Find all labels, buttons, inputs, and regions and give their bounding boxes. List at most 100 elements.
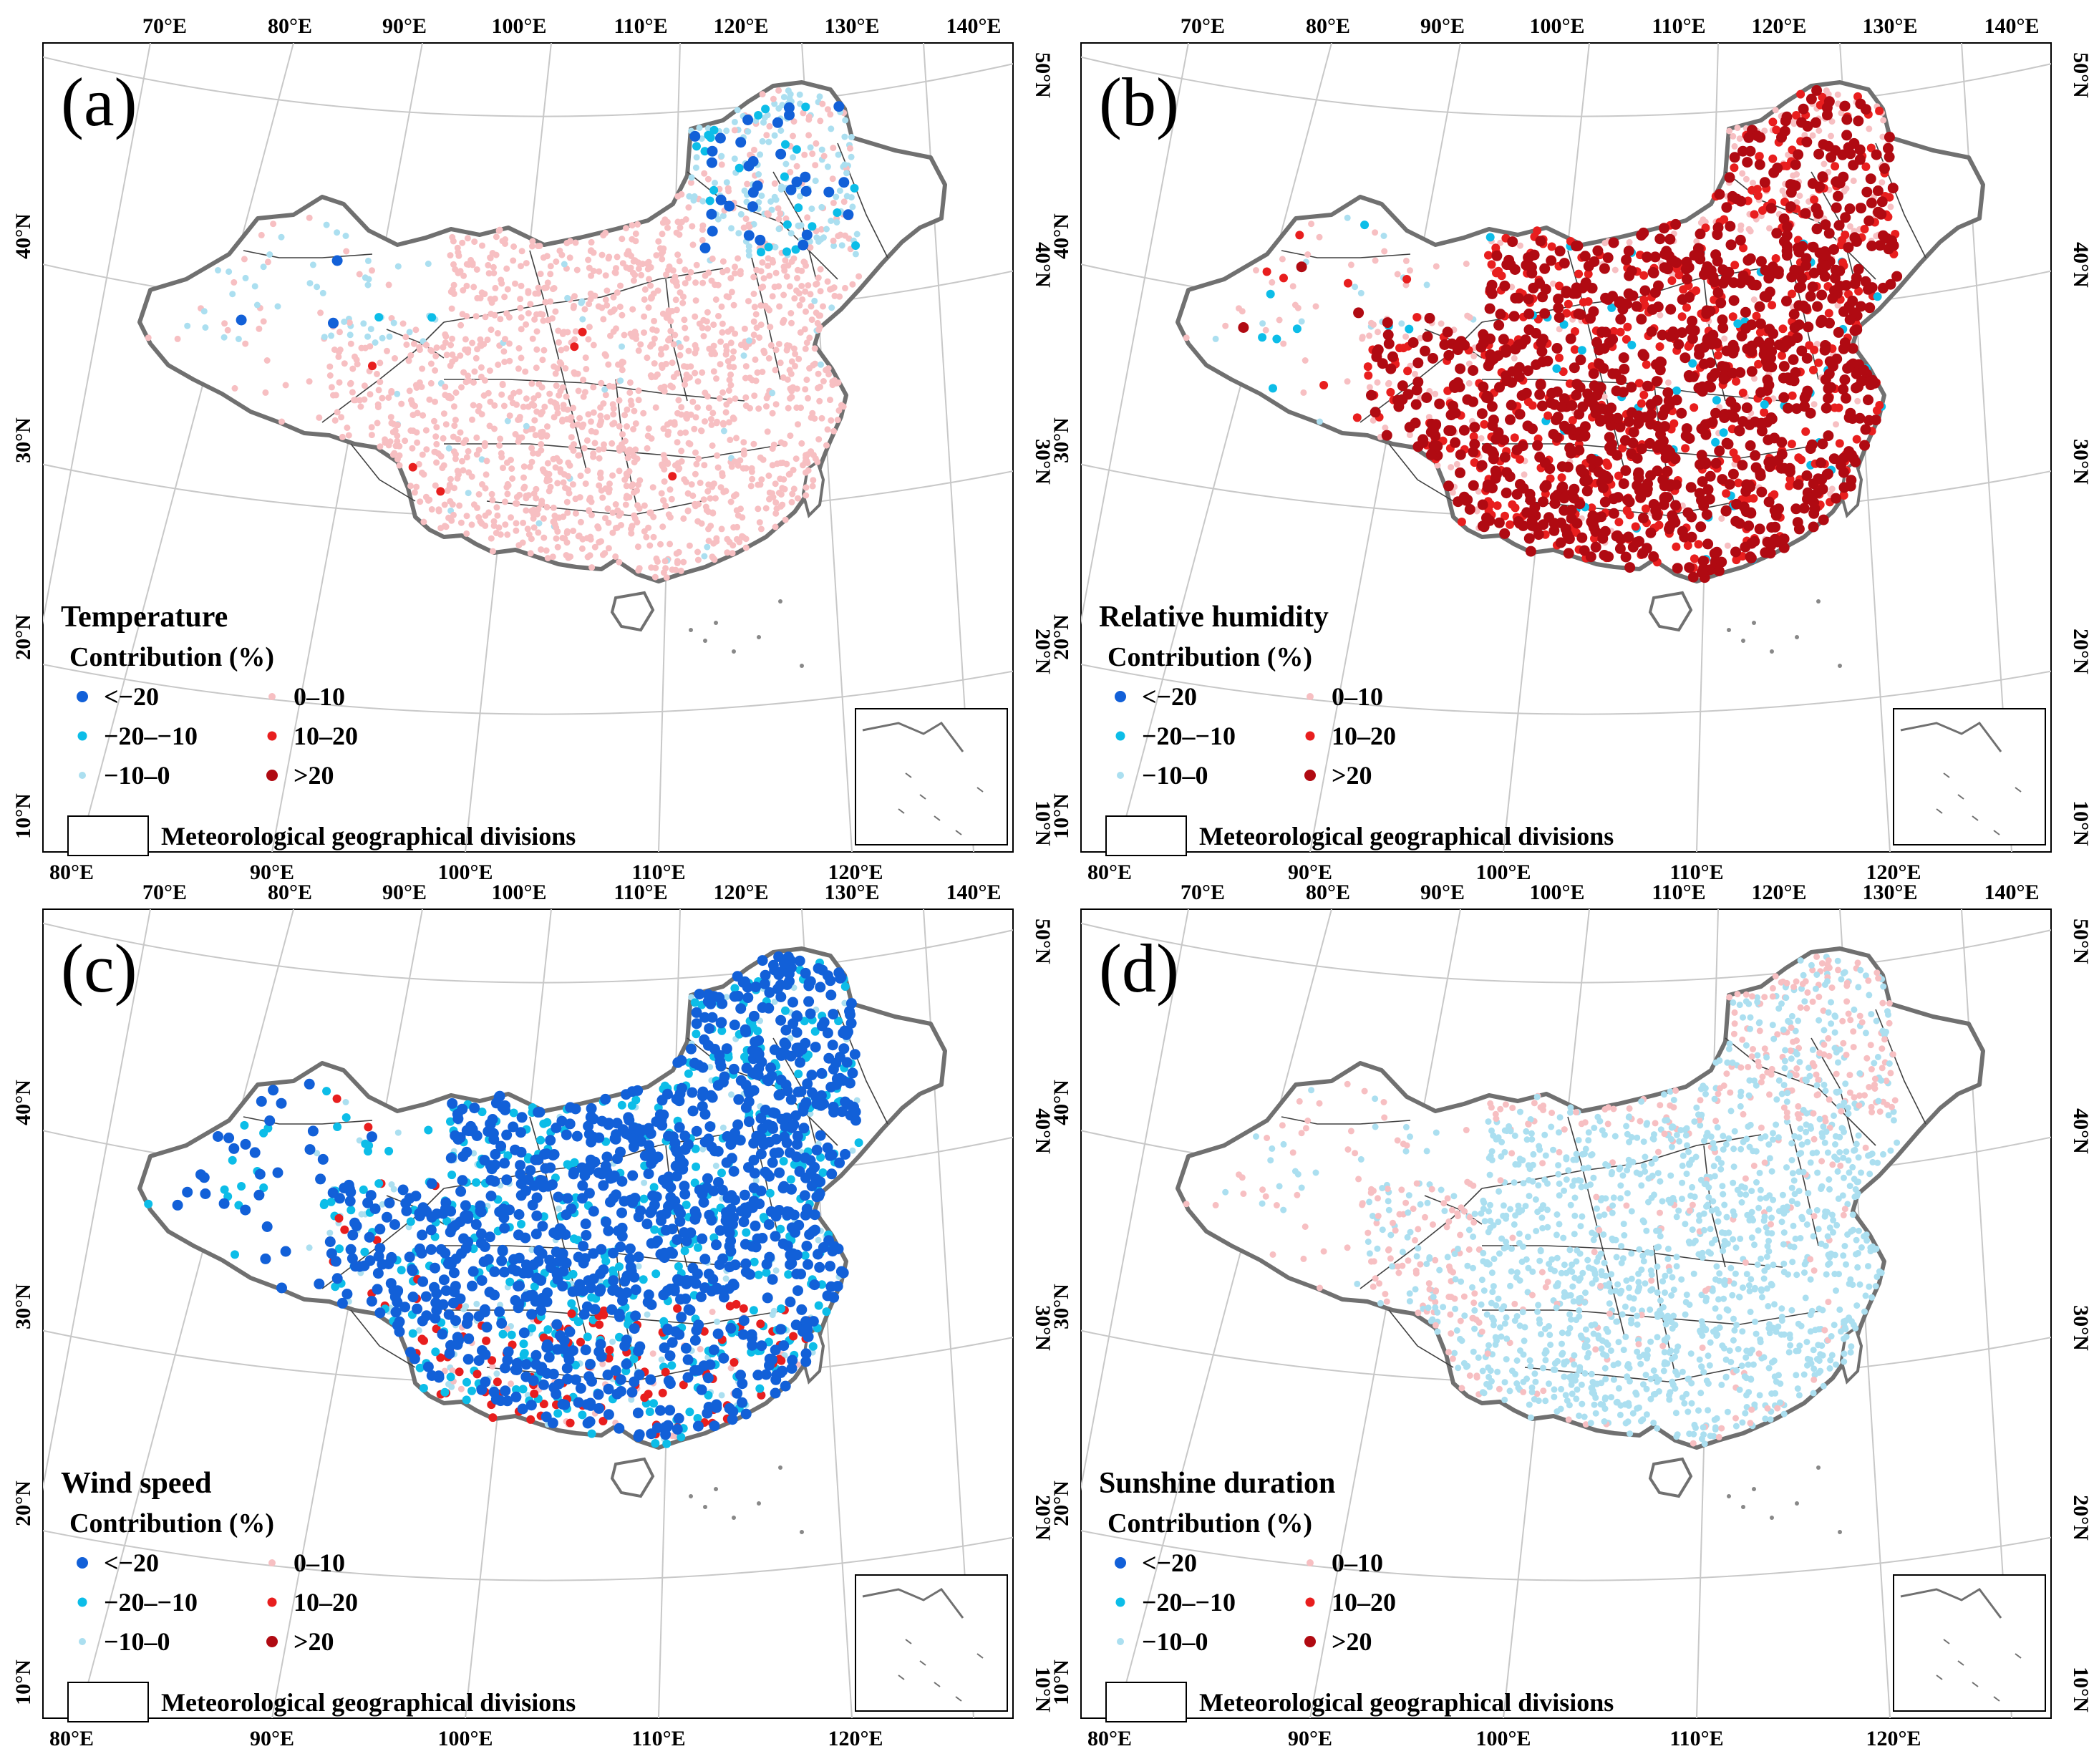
- station-dot: [504, 531, 511, 538]
- station-dot: [543, 503, 551, 510]
- station-dot: [1470, 458, 1479, 467]
- station-dot: [801, 151, 808, 158]
- station-dot: [780, 316, 787, 324]
- station-dot: [678, 404, 685, 411]
- station-dot: [1498, 334, 1509, 345]
- station-dot: [629, 269, 636, 276]
- station-dot: [447, 1171, 457, 1180]
- station-dot: [1618, 352, 1629, 364]
- station-dot: [714, 281, 722, 289]
- station-dot: [1662, 465, 1673, 477]
- station-dot: [786, 1175, 795, 1184]
- station-dot: [761, 349, 768, 357]
- station-dot: [1537, 291, 1548, 303]
- station-dot: [820, 378, 827, 384]
- station-dot: [229, 291, 236, 298]
- right-lat-tick: 40°N: [1031, 242, 1055, 288]
- station-dot: [472, 313, 480, 320]
- station-dot: [1530, 328, 1541, 339]
- station-dot: [805, 394, 811, 402]
- station-dot: [724, 328, 732, 335]
- station-dot: [1731, 142, 1738, 150]
- station-dot: [282, 382, 289, 389]
- station-dot: [737, 268, 744, 275]
- station-dot: [720, 427, 727, 435]
- station-dot: [270, 220, 277, 228]
- station-dot: [1598, 483, 1609, 493]
- station-dot: [427, 379, 435, 387]
- station-dot: [341, 1113, 351, 1122]
- station-dot: [1823, 140, 1834, 152]
- station-dot: [1813, 208, 1824, 219]
- right-lat-tick: 30°N: [2069, 439, 2093, 485]
- station-dot: [1818, 514, 1829, 525]
- station-dot: [387, 438, 394, 445]
- station-dot: [661, 478, 668, 485]
- station-dot: [1808, 508, 1820, 519]
- station-dot: [563, 1160, 572, 1169]
- station-dot: [266, 251, 273, 258]
- station-dot: [828, 218, 835, 224]
- station-dot: [406, 1217, 415, 1226]
- station-dot: [610, 411, 617, 418]
- station-dot: [588, 238, 595, 246]
- bottom-lon-tick: 110°E: [1669, 861, 1723, 884]
- station-dot: [1344, 278, 1352, 288]
- station-dot: [1867, 374, 1879, 386]
- station-dot: [563, 345, 570, 352]
- station-dot: [709, 1309, 716, 1315]
- station-dot: [765, 255, 772, 262]
- station-dot: [1546, 255, 1557, 266]
- station-dot: [560, 479, 567, 486]
- station-dot: [469, 416, 475, 423]
- station-dot: [1292, 324, 1302, 334]
- station-dot: [442, 331, 449, 338]
- station-dot: [717, 484, 724, 491]
- station-dot: [1801, 353, 1813, 364]
- station-dot: [617, 510, 624, 517]
- station-dot: [475, 514, 483, 520]
- station-dot: [743, 198, 750, 205]
- division-legend-swatch: [1105, 815, 1187, 856]
- station-dot: [1724, 172, 1735, 183]
- station-dot: [791, 295, 798, 302]
- station-dot: [481, 442, 488, 450]
- station-dot: [505, 482, 512, 489]
- station-dot: [1599, 263, 1610, 274]
- station-dot: [488, 326, 495, 334]
- station-dot: [1634, 379, 1644, 388]
- station-dot: [446, 484, 453, 491]
- station-dot: [433, 459, 440, 466]
- station-dot: [677, 344, 684, 351]
- meridian-line: [78, 43, 294, 852]
- station-dot: [676, 465, 683, 472]
- station-dot: [1851, 324, 1863, 336]
- meridian-line: [78, 909, 294, 1718]
- station-dot: [1734, 518, 1745, 529]
- station-dot: [1513, 371, 1525, 382]
- station-dot: [1844, 314, 1856, 326]
- station-dot: [473, 1300, 480, 1307]
- station-dot: [730, 348, 737, 355]
- station-dot: [661, 558, 669, 565]
- station-dot: [504, 490, 511, 498]
- station-dot: [697, 427, 704, 434]
- station-dot: [396, 462, 403, 469]
- station-dot: [1771, 254, 1780, 263]
- station-dot: [1551, 432, 1563, 443]
- station-dot: [787, 230, 795, 237]
- station-dot: [787, 91, 794, 98]
- station-dot: [475, 491, 483, 498]
- station-dot: [726, 538, 733, 546]
- station-dot: [1458, 425, 1470, 436]
- station-dot: [593, 1389, 604, 1400]
- station-dot: [450, 511, 457, 518]
- station-dot: [599, 494, 606, 501]
- station-dot: [1570, 345, 1579, 354]
- station-dot: [1523, 294, 1534, 305]
- station-dot: [1811, 488, 1823, 498]
- station-dot: [606, 480, 613, 488]
- station-dot: [1478, 381, 1489, 392]
- station-dot: [692, 279, 699, 286]
- station-dot: [1696, 450, 1707, 461]
